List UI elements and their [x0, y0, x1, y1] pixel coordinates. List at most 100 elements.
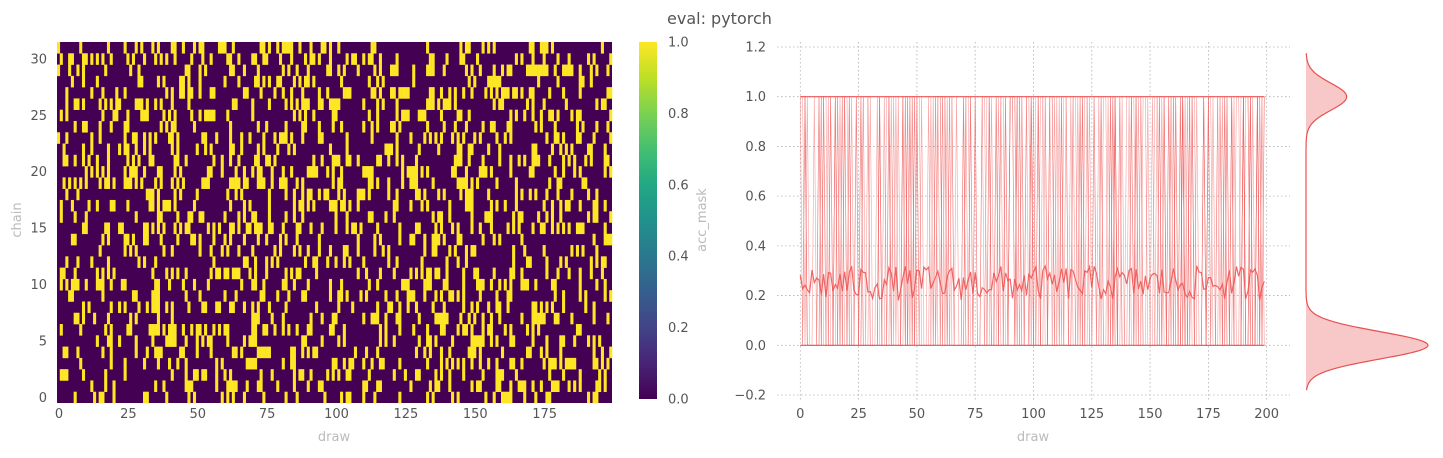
heatmap-cell [445, 278, 449, 291]
heatmap-cell [600, 267, 604, 280]
heatmap-cell [462, 357, 466, 370]
heatmap-cell [143, 166, 147, 178]
heatmap-cell [437, 211, 441, 223]
heatmap-cell [229, 380, 233, 393]
heatmap-cell [412, 64, 416, 77]
heatmap-cell [492, 120, 496, 133]
heatmap-cell [517, 211, 521, 223]
heatmap-cell [523, 278, 527, 291]
heatmap-cell [342, 335, 346, 347]
heatmap-cell [398, 120, 402, 133]
heatmap-cell [573, 166, 577, 178]
heatmap-cell [351, 222, 355, 235]
heatmap-cell [262, 177, 266, 189]
heatmap-cell [451, 290, 455, 302]
heatmap-cell [145, 301, 149, 314]
trace-x-tick: 25 [850, 407, 867, 422]
heatmap-cell [292, 245, 296, 257]
heatmap-cell [251, 53, 255, 65]
heatmap-cell [76, 278, 80, 291]
heatmap-cell [198, 87, 202, 99]
heatmap-cell [251, 324, 255, 336]
heatmap-cell [156, 222, 160, 235]
heatmap-cell [550, 357, 555, 370]
heatmap-cell [245, 380, 249, 393]
heatmap-cell [256, 154, 260, 167]
heatmap-cell [295, 324, 299, 336]
heatmap-cell [123, 301, 127, 314]
heatmap-cell [456, 132, 460, 144]
heatmap-cell [181, 75, 185, 88]
heatmap-cell [409, 267, 413, 280]
heatmap-cell [156, 199, 160, 212]
heatmap-cell [184, 222, 188, 235]
heatmap-cell [131, 53, 135, 65]
heatmap-cell [476, 335, 480, 347]
heatmap-cell [126, 233, 130, 246]
heatmap-cell [81, 64, 86, 77]
heatmap-cell [426, 42, 430, 54]
heatmap-cell [76, 312, 80, 325]
heatmap-cell [470, 143, 474, 156]
heatmap-cell [181, 278, 185, 291]
heatmap-cell [84, 211, 88, 223]
heatmap-cell [154, 346, 158, 359]
heatmap-cell [170, 312, 174, 325]
heatmap-cell [462, 132, 466, 144]
heatmap-cell [445, 98, 449, 110]
trace-y-tick: 1.2 [745, 40, 766, 55]
heatmap-cell [165, 301, 169, 314]
heatmap-cell [229, 120, 233, 133]
heatmap-cell [528, 188, 532, 201]
heatmap-cell [290, 42, 294, 54]
heatmap-cell [376, 222, 380, 235]
trace-x-tick: 175 [1196, 407, 1221, 422]
heatmap-cell [462, 290, 466, 302]
heatmap-cell [148, 324, 152, 336]
heatmap-cell [481, 369, 485, 381]
heatmap-cell [306, 278, 310, 291]
heatmap-cell [567, 64, 571, 77]
heatmap-cell [414, 346, 419, 359]
heatmap-cell [262, 75, 266, 88]
heatmap-cell [328, 98, 333, 110]
heatmap-cell [517, 154, 521, 167]
heatmap-cell [154, 380, 158, 393]
heatmap-cell [240, 188, 244, 201]
heatmap-cell [476, 301, 480, 314]
heatmap-y-tick: 25 [30, 109, 47, 124]
heatmap-cell [401, 177, 405, 189]
heatmap-cell [62, 154, 66, 167]
heatmap-cell [201, 53, 205, 65]
heatmap-cell [498, 233, 502, 246]
heatmap-cell [231, 64, 235, 77]
heatmap-cell [340, 199, 344, 212]
heatmap-cell [101, 53, 105, 65]
heatmap-cell [195, 143, 199, 156]
heatmap-cell [76, 64, 80, 77]
heatmap-cell [104, 177, 108, 189]
heatmap-cell [489, 222, 493, 235]
heatmap-cell [195, 188, 199, 201]
heatmap-cell [143, 132, 147, 144]
heatmap-cell [254, 222, 258, 235]
heatmap-cell [600, 42, 604, 54]
heatmap-cell [143, 109, 147, 122]
heatmap-cell [431, 87, 435, 99]
heatmap-cell [434, 290, 438, 302]
heatmap-cell [112, 109, 116, 122]
heatmap-cell [156, 278, 160, 291]
heatmap-cell [559, 357, 563, 370]
heatmap-cell [345, 143, 349, 156]
heatmap-cell [292, 109, 296, 122]
heatmap-cell [520, 53, 524, 65]
heatmap-cell [148, 188, 152, 201]
heatmap-cell [184, 335, 188, 347]
heatmap-cell [334, 109, 338, 122]
heatmap-cell [470, 380, 474, 393]
heatmap-cell [267, 188, 271, 201]
heatmap-x-tick: 150 [463, 407, 488, 422]
heatmap-cell [245, 222, 249, 235]
heatmap-cell [298, 42, 302, 54]
heatmap-cell [553, 278, 557, 291]
